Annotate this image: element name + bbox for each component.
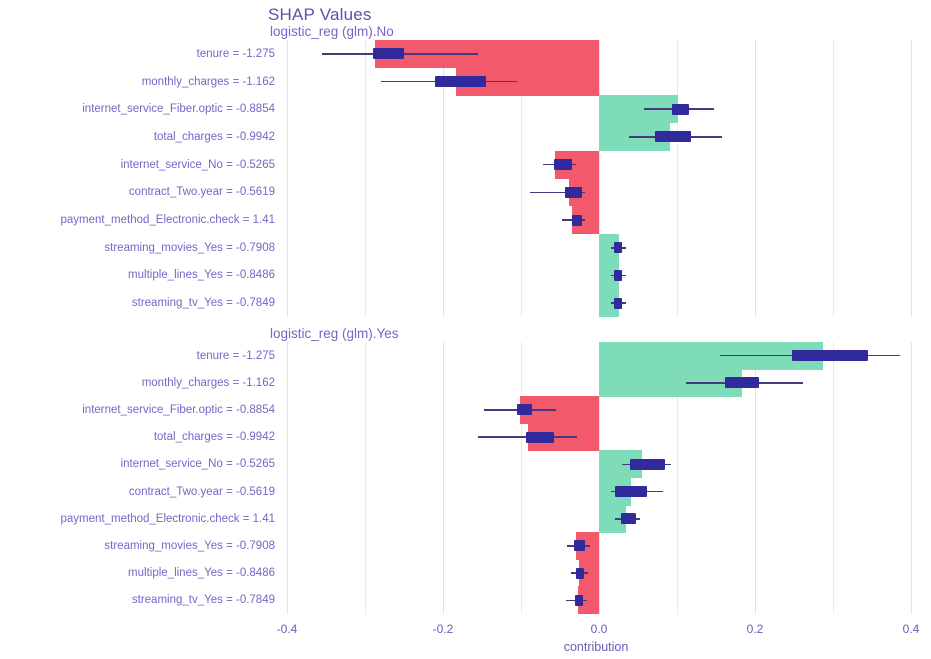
y-axis-label: streaming_tv_Yes = -0.7849	[131, 594, 275, 607]
gridline-major	[755, 342, 756, 614]
panel-logistic-reg-no	[281, 39, 912, 318]
y-axis-label: streaming_tv_Yes = -0.7849	[131, 297, 275, 310]
gridline-minor	[677, 40, 678, 317]
feature-row	[281, 233, 911, 262]
feature-row	[281, 477, 911, 506]
x-tick-label: -0.4	[276, 622, 298, 636]
whisker-line	[530, 191, 585, 194]
feature-row	[281, 122, 911, 151]
feature-row	[281, 150, 911, 179]
y-axis-label: multiple_lines_Yes = -0.8486	[128, 567, 275, 580]
feature-row	[281, 261, 911, 290]
gridline-minor	[521, 40, 522, 317]
gridline-major	[443, 40, 444, 317]
interval-box	[620, 513, 637, 525]
feature-row	[281, 450, 911, 479]
gridline-major	[287, 40, 288, 317]
y-axis-label: streaming_movies_Yes = -0.7908	[104, 241, 275, 254]
y-axis-label: payment_method_Electronic.check = 1.41	[60, 214, 275, 227]
gridline-major	[911, 40, 912, 317]
gridline-minor	[521, 342, 522, 614]
y-axis-label: monthly_charges = -1.162	[141, 376, 275, 389]
gridline-minor	[833, 40, 834, 317]
interval-box	[613, 269, 622, 281]
gridline-minor	[365, 342, 366, 614]
interval-box	[372, 48, 404, 60]
x-tick-label: 0.0	[590, 622, 608, 636]
y-axis-label: payment_method_Electronic.check = 1.41	[60, 512, 275, 525]
shap-bar-negative	[578, 559, 599, 588]
y-axis-label: total_charges = -0.9942	[153, 431, 275, 444]
feature-row	[281, 178, 911, 207]
feature-row	[281, 559, 911, 588]
y-axis-label: monthly_charges = -1.162	[141, 75, 275, 88]
interval-box	[574, 540, 585, 552]
feature-row	[281, 423, 911, 452]
interval-box	[791, 350, 869, 362]
y-axis-label: internet_service_Fiber.optic = -0.8854	[82, 103, 275, 116]
y-axis-label: tenure = -1.275	[196, 349, 275, 362]
feature-row	[281, 532, 911, 560]
feature-row	[281, 206, 911, 235]
feature-row	[281, 67, 911, 96]
feature-row	[281, 396, 911, 424]
x-tick-label: 0.4	[902, 622, 920, 636]
gridline-minor	[677, 342, 678, 614]
feature-row	[281, 504, 911, 533]
interval-box	[553, 159, 572, 171]
gridline-minor	[365, 40, 366, 317]
shap-bar-positive	[599, 261, 620, 290]
x-tick-label: 0.2	[746, 622, 764, 636]
feature-row	[281, 368, 911, 397]
x-axis: -0.4 -0.2 0.0 0.2 0.4 contribution	[277, 614, 920, 659]
page-title: SHAP Values	[268, 5, 372, 24]
interval-box	[574, 594, 584, 606]
interval-box	[613, 242, 622, 254]
feature-row	[281, 341, 911, 370]
gridline-major	[287, 342, 288, 614]
shap-bar-negative	[577, 586, 599, 615]
interval-box	[526, 431, 554, 443]
x-tick-label: -0.2	[432, 622, 454, 636]
panel-subtitle-yes: logistic_reg (glm).Yes	[270, 326, 399, 341]
x-axis-label: contribution	[563, 640, 629, 654]
y-axis-label: internet_service_Fiber.optic = -0.8854	[82, 404, 275, 416]
gridline-major	[911, 342, 912, 614]
shap-bar-positive	[599, 289, 620, 318]
shap-bar-positive	[599, 233, 620, 262]
feature-row	[281, 586, 911, 615]
interval-box	[613, 297, 622, 309]
y-axis-label: total_charges = -0.9942	[153, 130, 275, 143]
gridline-major	[755, 40, 756, 317]
y-axis-label: internet_service_No = -0.5265	[120, 158, 275, 171]
gridline-minor	[833, 342, 834, 614]
interval-box	[565, 186, 582, 198]
y-axis-label: tenure = -1.275	[196, 47, 275, 60]
y-axis-label: internet_service_No = -0.5265	[120, 458, 275, 471]
y-axis-label: multiple_lines_Yes = -0.8486	[128, 269, 275, 282]
interval-box	[517, 404, 532, 416]
feature-row	[281, 95, 911, 124]
interval-box	[571, 214, 582, 226]
interval-box	[615, 486, 648, 498]
interval-box	[630, 458, 665, 470]
interval-box	[655, 131, 692, 143]
panel-logistic-reg-yes	[281, 341, 912, 615]
feature-row	[281, 289, 911, 318]
gridline-major	[599, 40, 600, 317]
y-axis-label: contract_Two.year = -0.5619	[128, 186, 275, 199]
gridline-major	[443, 342, 444, 614]
interval-box	[671, 103, 689, 115]
panel-subtitle-no: logistic_reg (glm).No	[270, 24, 394, 39]
interval-box	[725, 377, 759, 389]
y-axis-label: streaming_movies_Yes = -0.7908	[104, 540, 275, 552]
interval-box	[435, 76, 486, 88]
feature-row	[281, 39, 911, 68]
interval-box	[575, 567, 585, 579]
y-axis-label: contract_Two.year = -0.5619	[128, 485, 275, 498]
